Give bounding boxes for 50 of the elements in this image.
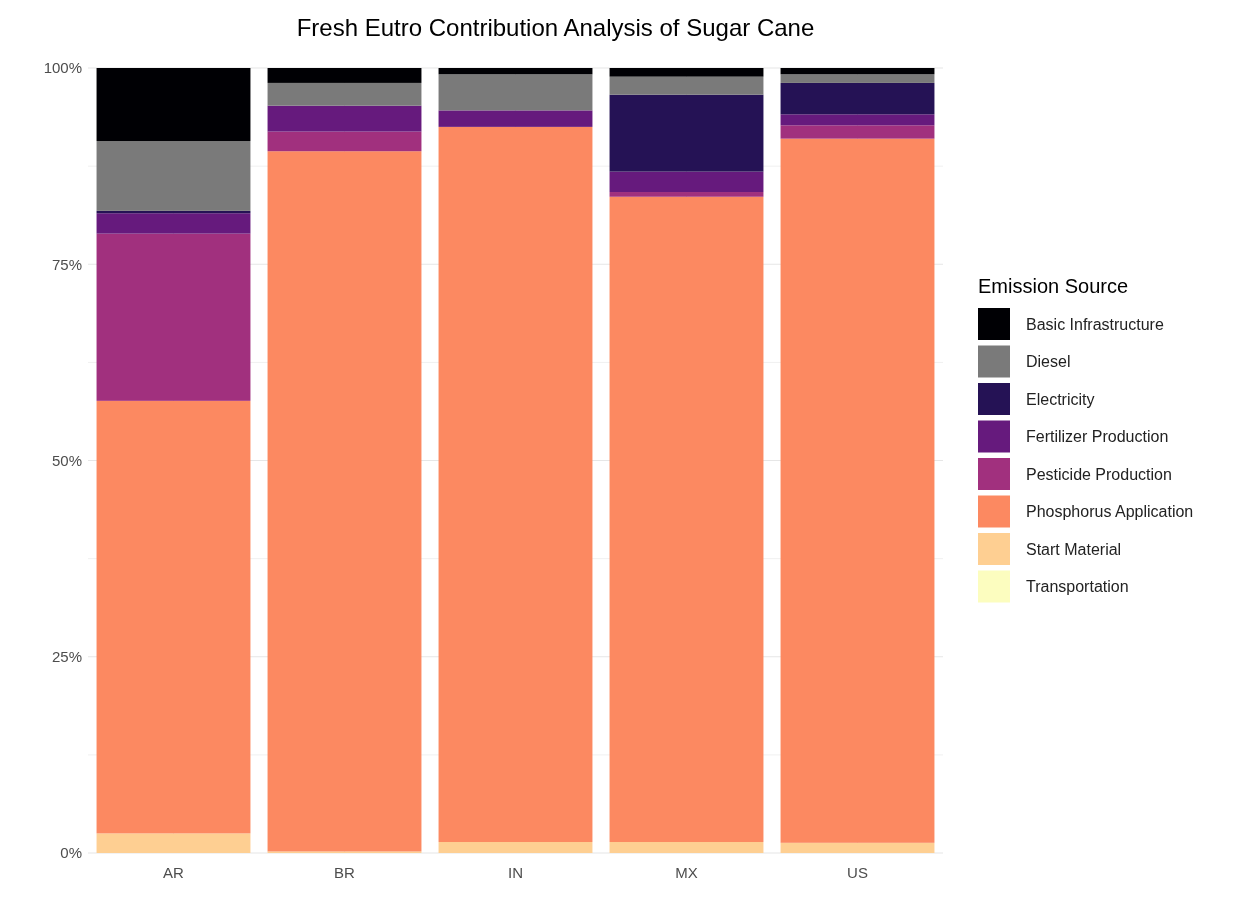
bar [96,68,251,142]
y-tick-label: 100% [43,59,82,77]
bar [780,74,935,83]
legend-label: Transportation [1026,578,1129,596]
legend-label: Diesel [1026,353,1071,371]
y-tick-label: 75% [51,255,82,273]
bar [780,842,935,853]
bar [609,171,764,193]
x-tick-label: US [847,864,868,881]
legend-label: Start Material [1026,540,1122,558]
bar [96,833,251,853]
bar [609,192,764,197]
bar [780,82,935,115]
bar [609,94,764,172]
x-tick-label: IN [508,864,523,881]
bar [267,82,422,106]
x-tick-label: MX [675,864,698,881]
bar [780,125,935,139]
bar [96,400,251,834]
bar [609,76,764,95]
legend-label: Electricity [1026,390,1095,408]
bar [267,151,422,852]
bar [96,233,251,401]
y-tick-label: 25% [51,648,82,665]
bar [438,74,593,111]
bar [267,131,422,152]
bar [438,68,593,75]
x-tick-label: BR [334,864,356,881]
legend-label: Basic Infrastructure [1026,315,1164,333]
y-tick-label: 0% [60,844,82,862]
chart-title: Fresh Eutro Contribution Analysis of Sugar Cane [296,14,815,41]
bar [609,842,764,853]
x-tick-label: AR [163,864,185,881]
bar [609,68,764,77]
bar [438,126,593,843]
legend-title: Emission Source [978,275,1129,297]
bar [96,213,251,234]
bar [267,68,422,83]
bar [438,842,593,853]
bar [780,114,935,126]
legend-label: Fertilizer Production [1026,428,1169,446]
legend-label: Phosphorus Application [1026,503,1194,521]
bar [96,141,251,211]
legend-label: Pesticide Production [1026,465,1172,483]
bar [780,138,935,843]
y-tick-label: 50% [51,451,82,469]
bar [267,105,422,132]
bar [609,196,764,843]
bar [780,68,935,75]
bar [438,110,593,127]
